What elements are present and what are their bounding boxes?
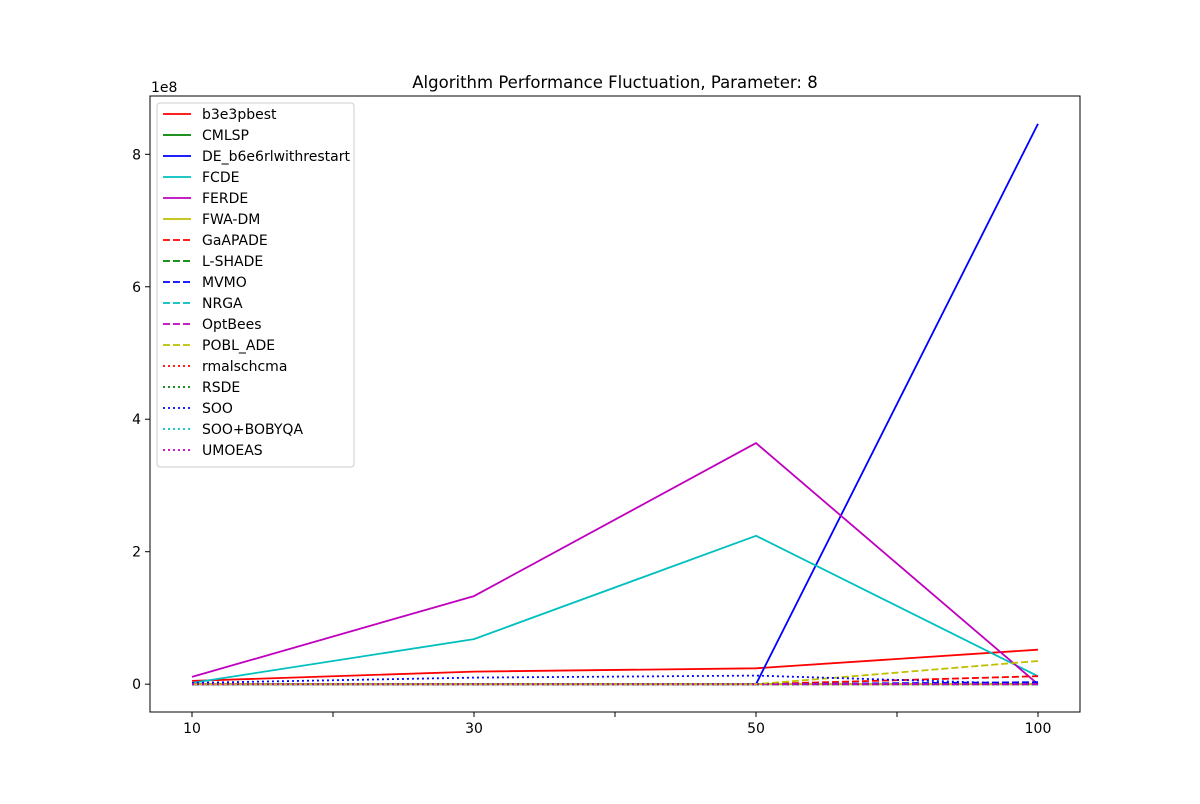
legend-label: MVMO bbox=[202, 275, 247, 291]
legend-label: DE_b6e6rlwithrestart bbox=[202, 149, 350, 165]
y-tick-label: 8 bbox=[132, 147, 141, 163]
series-line-soo bbox=[191, 674, 1039, 686]
y-tick-label: 4 bbox=[132, 412, 141, 428]
legend-label: rmalschcma bbox=[202, 359, 287, 375]
y-tick-label: 0 bbox=[132, 677, 141, 693]
legend-box bbox=[156, 102, 355, 468]
legend-label: FERDE bbox=[202, 191, 248, 207]
legend: b3e3pbest CMLSP DE_b6e6rlwithrestart FCDE FE… bbox=[156, 102, 355, 468]
series-line-b3e3pbest bbox=[191, 648, 1039, 682]
legend-label: CMLSP bbox=[202, 128, 249, 144]
legend-label: FCDE bbox=[202, 170, 239, 186]
plot-area bbox=[191, 123, 1039, 686]
legend-label: POBL_ADE bbox=[202, 338, 275, 354]
x-tick-label: 50 bbox=[747, 721, 765, 737]
legend-label: OptBees bbox=[202, 317, 262, 333]
legend-label: GaAPADE bbox=[202, 233, 268, 249]
x-tick-label: 100 bbox=[1025, 721, 1052, 737]
legend-label: NRGA bbox=[202, 296, 243, 312]
x-tick-label: 10 bbox=[183, 721, 201, 737]
legend-label: L-SHADE bbox=[202, 254, 263, 270]
chart-title: Algorithm Performance Fluctuation, Param… bbox=[412, 73, 817, 92]
y-tick-label: 6 bbox=[132, 280, 141, 296]
legend-label: SOO+BOBYQA bbox=[202, 422, 303, 438]
x-tick-label: 30 bbox=[465, 721, 483, 737]
series-line-ferde bbox=[191, 442, 1039, 685]
legend-label: b3e3pbest bbox=[202, 107, 277, 123]
legend-label: SOO bbox=[202, 401, 233, 417]
series-line-fcde bbox=[191, 534, 1039, 684]
y-axis-offset-label: 1e8 bbox=[151, 80, 177, 96]
y-tick-label: 2 bbox=[132, 545, 141, 561]
legend-label: UMOEAS bbox=[202, 443, 263, 459]
legend-label: RSDE bbox=[202, 380, 240, 396]
legend-label: FWA-DM bbox=[202, 212, 260, 228]
axes: 10 30 50 100 0 2 4 6 8 bbox=[132, 147, 1051, 737]
